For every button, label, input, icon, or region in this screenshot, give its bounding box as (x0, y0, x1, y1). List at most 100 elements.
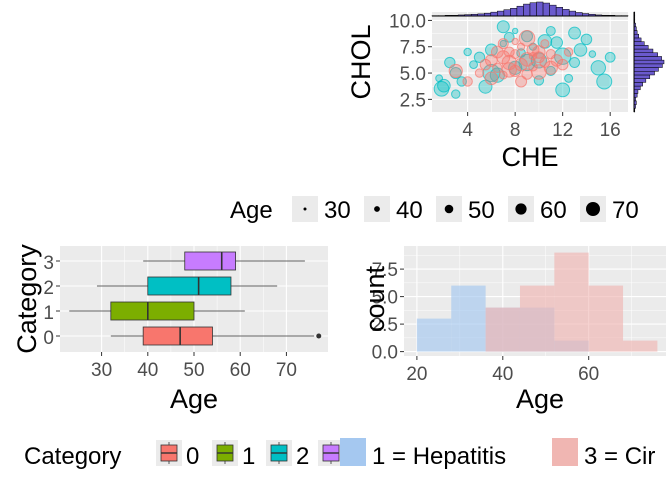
y-marginal-bar (633, 45, 649, 50)
scatter-point-teal (437, 78, 451, 93)
y-marginal-bar (633, 71, 655, 76)
scatter-point-red (503, 46, 515, 58)
hist-x-tick-label: 20 (406, 364, 427, 385)
size-legend-dot-40 (374, 206, 380, 212)
box-1 (110, 301, 195, 321)
category-legend-title: Category (24, 443, 121, 470)
scatter-point-red (518, 30, 536, 47)
scatter-point-teal (596, 73, 613, 90)
scatter-point-teal (435, 74, 444, 83)
scatter-point-red (501, 62, 517, 78)
y-marginal-bar (633, 52, 658, 57)
box-outlier-0 (316, 333, 322, 339)
size-legend-label-60: 60 (540, 197, 567, 224)
box-3 (184, 251, 236, 271)
size-legend-label-50: 50 (468, 197, 495, 224)
scatter-point-teal (449, 66, 462, 80)
scatter-point-red (539, 57, 551, 68)
scatter-point-red (511, 37, 519, 46)
scatter-point-red (563, 47, 574, 57)
size-legend-label-40: 40 (396, 197, 423, 224)
y-marginal-bar (633, 67, 659, 72)
scatter-point-red (492, 62, 503, 73)
scatter-panel (432, 12, 628, 112)
scatter-point-teal (555, 82, 571, 98)
hist-bar-series-0 (416, 318, 452, 352)
hist-bars (416, 252, 658, 352)
box-ticks: 30 40 50 60 70 0 1 2 3 (43, 253, 297, 381)
scatter-point-red (448, 63, 463, 79)
y-marginal-bar (633, 78, 647, 83)
hist-x-tick-label: 40 (492, 364, 513, 385)
scatter-point-teal (590, 60, 607, 76)
x-marginal-bar (555, 7, 563, 17)
scatter-point-red (515, 75, 528, 88)
hist-y-tick-label: 0.0 (372, 343, 398, 364)
x-marginal-bar (503, 9, 511, 17)
hist-legend-label-cir: 3 = Cir (584, 443, 655, 470)
scatter-point-teal (473, 51, 486, 63)
scatter-point-teal (499, 39, 507, 48)
scatter-point-teal (564, 73, 574, 83)
scatter-point-teal (553, 47, 572, 65)
scatter-point-teal (496, 20, 510, 34)
scatter-x-axis-title: CHE (501, 142, 558, 172)
hist-y-axis-title: count (360, 265, 390, 332)
box-y-tick-label: 0 (43, 328, 54, 349)
size-legend-label-70: 70 (612, 197, 639, 224)
box-x-tick-label: 60 (230, 360, 251, 381)
scatter-point-teal (569, 57, 581, 69)
hist-bar-series-1 (554, 252, 589, 352)
hist-ticks: 20 40 60 0.0 2.5 5.0 7.5 (372, 260, 600, 385)
hist-bar-series-0 (451, 285, 486, 352)
scatter-y-marginal-histogram (633, 11, 665, 113)
scatter-point-red (497, 38, 509, 50)
hist-x-axis-title: Age (516, 384, 564, 414)
box-y-axis-title: Category (12, 244, 42, 354)
y-marginal-bar (633, 85, 641, 91)
size-legend-dot-50 (444, 204, 454, 214)
scatter-x-tick-label: 4 (462, 120, 473, 141)
x-marginal-bar (497, 10, 505, 17)
y-marginal-bar (633, 33, 639, 39)
scatter-point-teal (433, 81, 450, 97)
scatter-chart: 4 8 12 16 2.5 5.0 7.5 10.0 CHE CHOL (346, 1, 665, 172)
scatter-point-teal (604, 51, 616, 63)
scatter-point-red (550, 54, 564, 67)
box-x-tick-label: 30 (91, 360, 112, 381)
y-marginal-bar (633, 56, 662, 61)
hist-legend-key-cir (552, 438, 578, 466)
scatter-x-tick-label: 8 (510, 120, 521, 141)
box-x-tick-label: 50 (183, 360, 204, 381)
category-legend-label-1: 1 (242, 443, 255, 470)
scatter-x-marginal-histogram (431, 1, 629, 17)
scatter-point-red (484, 71, 499, 86)
scatter-point-teal (545, 25, 556, 36)
x-marginal-bar (516, 5, 524, 17)
size-legend-dot-70 (586, 202, 600, 216)
y-marginal-bar (633, 48, 654, 53)
hist-bar-series-1 (519, 285, 555, 352)
box-y-tick-label: 1 (43, 303, 54, 324)
size-legend: Age 30 40 50 60 70 (230, 196, 639, 224)
x-marginal-bar (529, 2, 537, 17)
size-legend-dot-60 (515, 203, 527, 215)
y-marginal-bar (633, 74, 651, 79)
scatter-point-teal (463, 47, 472, 57)
x-marginal-bar (575, 12, 583, 17)
x-marginal-bar (536, 1, 544, 17)
box-x-tick-label: 70 (276, 360, 297, 381)
scatter-point-teal (533, 75, 545, 86)
x-marginal-bar (549, 4, 557, 17)
hist-y-tick-label: 2.5 (372, 315, 398, 336)
hist-y-tick-label: 7.5 (372, 260, 398, 281)
scatter-point-teal (511, 27, 519, 35)
scatter-points (433, 20, 616, 99)
scatter-point-red (490, 45, 504, 59)
scatter-y-tick-label: 7.5 (400, 38, 426, 59)
scatter-x-tick-label: 12 (552, 120, 573, 141)
hist-bar-series-1 (588, 285, 624, 352)
scatter-point-red (540, 39, 550, 49)
